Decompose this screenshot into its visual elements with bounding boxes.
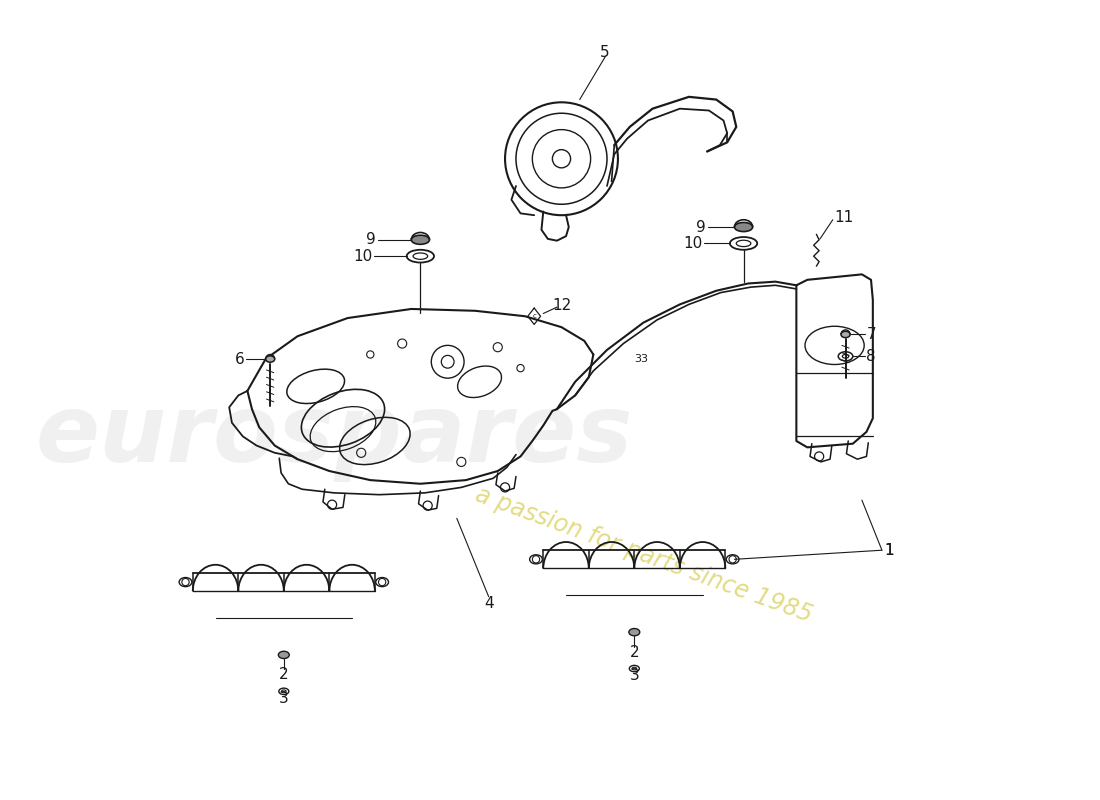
- Text: 9: 9: [696, 219, 706, 234]
- Text: 7: 7: [867, 327, 876, 342]
- Text: 3: 3: [279, 691, 288, 706]
- Ellipse shape: [411, 235, 429, 244]
- Text: 1: 1: [884, 542, 894, 558]
- Text: eurospares: eurospares: [35, 390, 632, 482]
- Ellipse shape: [735, 222, 752, 231]
- Text: 10: 10: [683, 236, 703, 251]
- Text: 2: 2: [629, 645, 639, 660]
- Ellipse shape: [842, 331, 850, 338]
- Text: 1: 1: [884, 542, 894, 558]
- Ellipse shape: [265, 356, 275, 362]
- Text: c: c: [532, 314, 536, 319]
- Text: 3: 3: [629, 668, 639, 683]
- Text: a passion for parts since 1985: a passion for parts since 1985: [472, 482, 815, 627]
- Text: 4: 4: [484, 595, 494, 610]
- Text: 8: 8: [867, 349, 876, 364]
- Ellipse shape: [278, 651, 289, 658]
- Text: 6: 6: [235, 351, 244, 366]
- Text: 12: 12: [552, 298, 571, 313]
- Text: 2: 2: [279, 667, 288, 682]
- Ellipse shape: [629, 629, 640, 636]
- Text: 5: 5: [601, 45, 610, 60]
- Text: 33: 33: [635, 354, 649, 364]
- Text: 9: 9: [366, 232, 376, 247]
- Text: 10: 10: [353, 249, 372, 264]
- Text: 11: 11: [835, 210, 854, 226]
